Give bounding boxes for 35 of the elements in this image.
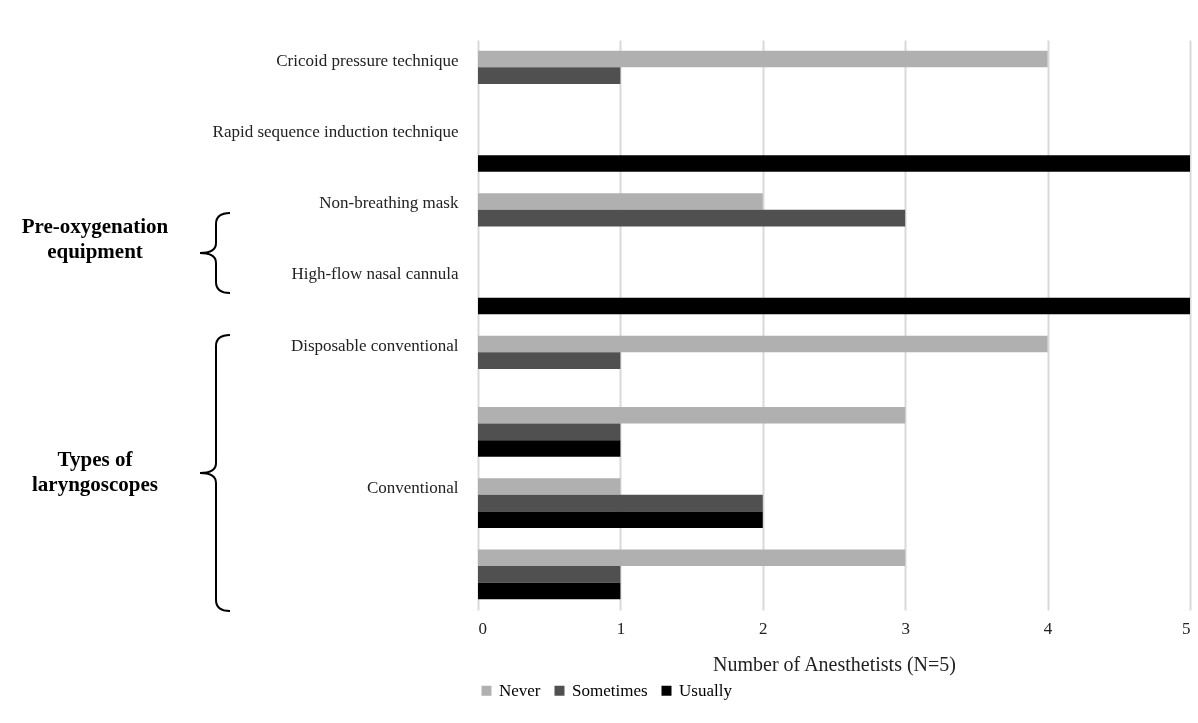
bar [478,440,621,457]
x-axis-title: Number of Anesthetists (N=5) [713,652,956,676]
y-tick-label: Cricoid pressure technique [276,50,459,70]
legend-label: Sometimes [572,680,648,700]
x-tick-label: 1 [616,618,626,638]
y-tick-label: Disposable conventional [290,335,459,355]
legend-label: Usually [679,680,733,700]
bar [478,549,906,567]
y-tick-label: Non-breathing mask [319,193,459,213]
bar [478,582,621,600]
x-tick-label: 0 [478,618,487,638]
bar [478,155,1190,172]
bar [478,566,621,583]
text: Types of laryngoscopes [31,447,159,497]
x-tick-label: 5 [1182,618,1191,638]
bar [478,423,621,441]
bar [478,511,763,529]
x-tick-label: 4 [1043,618,1053,638]
y-tick-label: High-flow nasal cannula [291,264,459,284]
bar [478,352,621,369]
y-tick-label: Rapid sequence induction technique [212,121,459,141]
legend-label: Never [499,680,541,700]
bar [478,335,1048,353]
bar [478,478,621,495]
bar [478,193,763,210]
y-tick-label: Conventional [366,478,459,498]
x-tick-label: 2 [759,618,768,638]
text: Pre-oxygenation equipment [20,214,170,264]
bar [478,494,763,512]
bar [478,209,906,227]
bar [478,50,1048,68]
bar [478,406,906,424]
x-tick-label: 3 [901,618,910,638]
bar [478,297,1190,315]
bar [478,67,621,84]
